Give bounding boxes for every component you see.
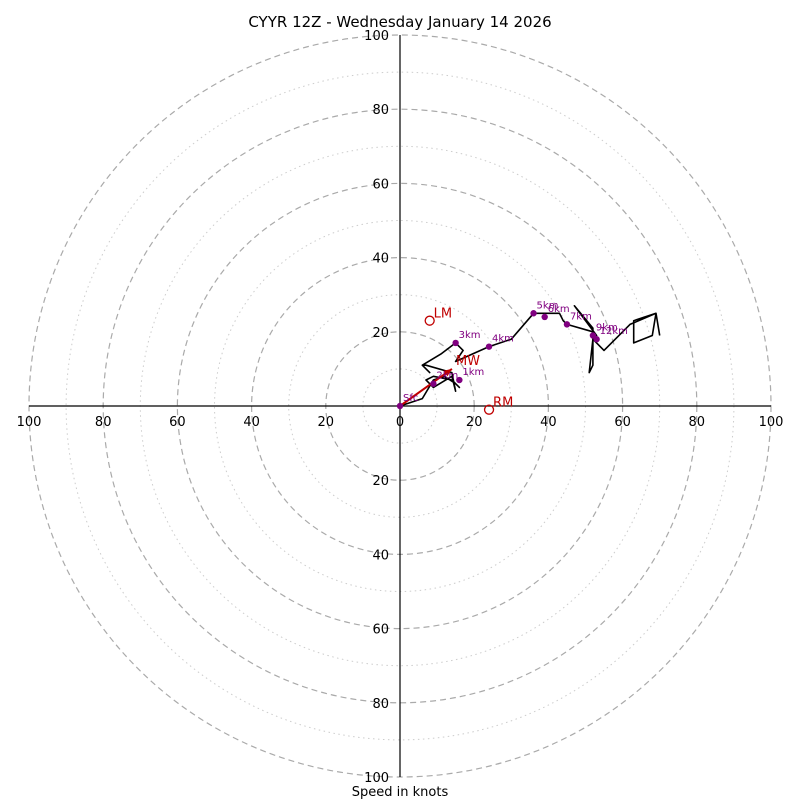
height-marker-label: 12km: [600, 326, 628, 337]
chart-title: CYYR 12Z - Wednesday January 14 2026: [248, 13, 551, 31]
x-tick-label: 40: [540, 415, 557, 430]
mean-wind-arrow: [399, 368, 453, 407]
height-marker-Sfc: [396, 402, 404, 410]
y-tick-label: 60: [372, 623, 389, 638]
height-marker-5km: [530, 310, 537, 317]
height-marker-label: 4km: [492, 334, 514, 345]
height-marker-label: 1km: [462, 367, 484, 378]
storm-motion-rm: [483, 404, 495, 415]
height-marker-3km: [452, 339, 459, 347]
storm-motion-markers: LM RM: [424, 307, 513, 415]
hodograph-trace-group: MW: [399, 304, 661, 407]
mean-wind-label: MW: [456, 354, 480, 369]
tick-labels: 100 80 60 40 20 0 20 40 60 80 100 100 80 60 40 20 20 40 60…: [17, 29, 784, 786]
storm-motion-lm: [424, 315, 435, 326]
x-tick-label: 60: [614, 415, 631, 430]
storm-motion-label: RM: [493, 396, 513, 411]
hodograph-trace: [399, 304, 661, 407]
x-tick-label: 20: [466, 415, 483, 430]
height-marker-4km: [485, 343, 493, 350]
x-tick-label: 0: [396, 415, 404, 430]
x-axis-label: Speed in knots: [352, 785, 449, 800]
height-marker-label: 9km: [596, 323, 618, 334]
height-marker-6km: [541, 313, 548, 321]
height-marker-label: Sfc: [403, 393, 418, 404]
height-marker-1km: [456, 376, 463, 384]
x-tick-label: 100: [17, 415, 42, 430]
height-marker-label: 2km: [436, 371, 458, 382]
height-marker-label: 6km: [548, 304, 570, 315]
y-tick-label: 80: [372, 697, 389, 712]
y-tick-label: 40: [372, 252, 389, 267]
y-tick-label: 40: [372, 548, 389, 563]
x-tick-label: 60: [169, 415, 186, 430]
height-marker-12km: [593, 336, 600, 343]
y-tick-label: 20: [372, 326, 389, 341]
height-marker-label: 5km: [537, 300, 559, 311]
y-tick-label: 80: [372, 103, 389, 118]
storm-motion-label: LM: [434, 307, 452, 322]
height-marker-label: 3km: [459, 330, 481, 341]
x-tick-label: 100: [759, 415, 784, 430]
x-tick-label: 40: [243, 415, 260, 430]
height-marker-2km: [430, 380, 437, 387]
height-marker-label: 7km: [570, 311, 592, 322]
y-tick-label: 100: [364, 29, 389, 44]
mean-wind-arrowhead: [443, 368, 452, 377]
x-tick-label: 80: [689, 415, 706, 430]
y-tick-label: 60: [372, 177, 389, 192]
height-marker-7km: [563, 321, 571, 328]
x-tick-label: 80: [95, 415, 112, 430]
y-tick-label: 20: [372, 474, 389, 489]
y-tick-label: 100: [364, 771, 389, 786]
x-tick-label: 20: [318, 415, 335, 430]
